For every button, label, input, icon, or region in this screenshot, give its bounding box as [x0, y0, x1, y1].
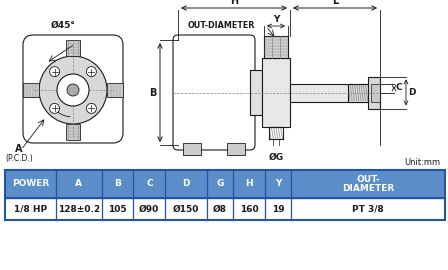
Bar	[371, 83, 380, 102]
Text: PT 3/8: PT 3/8	[352, 204, 384, 214]
Text: L: L	[332, 0, 338, 6]
Text: H: H	[230, 0, 238, 6]
Text: OUT-
DIAMETER: OUT- DIAMETER	[342, 175, 394, 193]
Circle shape	[57, 74, 89, 106]
Text: D: D	[408, 88, 415, 97]
Bar	[290, 83, 368, 102]
Text: D: D	[182, 180, 190, 188]
Bar	[262, 58, 290, 127]
Circle shape	[50, 103, 60, 113]
FancyBboxPatch shape	[173, 35, 255, 150]
Bar	[348, 83, 368, 102]
Text: Y: Y	[275, 180, 281, 188]
Text: ØG: ØG	[268, 153, 284, 162]
Text: C: C	[146, 180, 153, 188]
Bar	[5, 198, 445, 220]
Bar	[227, 143, 245, 155]
Text: 1/8 HP: 1/8 HP	[14, 204, 47, 214]
Bar	[5, 170, 445, 220]
Text: 160: 160	[240, 204, 258, 214]
Text: C: C	[396, 83, 403, 93]
Bar	[23, 83, 39, 97]
Circle shape	[67, 84, 79, 96]
Text: 105: 105	[108, 204, 127, 214]
Text: 128±0.2: 128±0.2	[58, 204, 100, 214]
Bar	[66, 124, 80, 140]
FancyBboxPatch shape	[23, 35, 123, 143]
Text: B: B	[114, 180, 121, 188]
Circle shape	[39, 56, 107, 124]
Bar	[264, 36, 288, 58]
Text: Ø8: Ø8	[213, 204, 227, 214]
Text: G: G	[216, 180, 224, 188]
Text: B: B	[149, 87, 156, 97]
Bar	[368, 76, 380, 109]
Bar	[107, 83, 123, 97]
Bar	[5, 170, 445, 198]
Circle shape	[86, 67, 96, 77]
Bar	[183, 143, 201, 155]
Text: 19: 19	[272, 204, 284, 214]
Text: (P.C.D.): (P.C.D.)	[5, 154, 33, 163]
Text: Unit:mm: Unit:mm	[404, 158, 440, 167]
Circle shape	[50, 67, 60, 77]
Text: Ø150: Ø150	[173, 204, 199, 214]
Text: Ø90: Ø90	[139, 204, 159, 214]
Text: POWER: POWER	[12, 180, 49, 188]
Text: Y: Y	[273, 15, 279, 24]
Text: OUT-DIAMETER: OUT-DIAMETER	[188, 22, 255, 31]
Text: A: A	[15, 144, 23, 154]
Bar	[250, 70, 262, 115]
Text: Ø45°: Ø45°	[51, 21, 75, 30]
Bar	[66, 40, 80, 56]
Text: H: H	[246, 180, 253, 188]
Text: A: A	[75, 180, 82, 188]
Circle shape	[86, 103, 96, 113]
